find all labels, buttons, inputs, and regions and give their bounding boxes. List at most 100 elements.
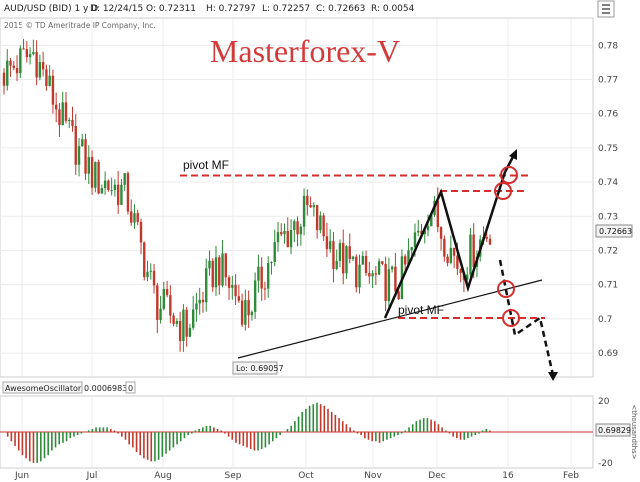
- candle: [152, 263, 156, 294]
- candle: [116, 171, 120, 214]
- candle: [270, 261, 273, 275]
- candle: [273, 229, 276, 267]
- watermark-title: Masterforex-V: [210, 33, 400, 69]
- candle: [355, 254, 358, 293]
- annotations-layer: pivot MF pivot MF Lo: 0.69057: [180, 149, 558, 381]
- x-tick-label: 16: [502, 471, 514, 481]
- candle: [58, 103, 61, 137]
- candle: [87, 145, 91, 185]
- date-label: D: 12/24/15: [90, 4, 143, 14]
- candle: [371, 270, 374, 288]
- x-tick-label: Nov: [364, 471, 382, 481]
- candle: [133, 204, 136, 229]
- candle: [348, 233, 351, 264]
- candle: [253, 272, 257, 319]
- candle: [107, 179, 110, 192]
- candle: [237, 284, 241, 303]
- candle: [15, 55, 19, 82]
- osc-badge-box: [595, 423, 631, 437]
- candle: [162, 281, 166, 311]
- osc-extra-label: 0: [128, 384, 133, 393]
- candle: [361, 251, 364, 265]
- high-label: H: 0.72797: [206, 4, 256, 14]
- bearish-scenario-path: [498, 259, 555, 376]
- ascending-trendline: [237, 279, 543, 359]
- osc-badge: 0.69829: [598, 426, 631, 435]
- candle: [178, 311, 182, 352]
- oscillator-header: AwesomeOscillator 0.0006983 0: [2, 381, 136, 394]
- candle: [224, 252, 227, 286]
- x-tick-label: Feb: [563, 471, 579, 481]
- breakdown-circle: [497, 280, 515, 298]
- y-tick-label: 0.7: [598, 315, 612, 325]
- candle: [81, 133, 84, 147]
- candle: [195, 292, 198, 322]
- close-label: C: 0.72663: [316, 4, 365, 14]
- candle: [309, 196, 312, 208]
- price-badge-box: [595, 224, 633, 238]
- y-tick-label: 0.73: [598, 212, 618, 222]
- candle: [280, 223, 283, 237]
- candle: [400, 249, 404, 300]
- candle: [381, 261, 384, 266]
- x-tick-label: Sep: [225, 471, 242, 481]
- candle: [368, 261, 371, 284]
- candle: [328, 229, 332, 253]
- target-circle-mid: [494, 182, 512, 200]
- candle: [211, 258, 214, 292]
- candle: [68, 117, 71, 129]
- symbol-label: AUD/USD (BID) 1 y D: [4, 4, 98, 14]
- candle: [100, 184, 104, 194]
- candle: [459, 268, 462, 283]
- candle: [322, 213, 325, 241]
- candle: [45, 64, 48, 91]
- candle: [126, 171, 130, 215]
- candle: [283, 223, 286, 244]
- candle: [342, 229, 345, 285]
- candle: [159, 295, 162, 324]
- candle: [293, 219, 296, 243]
- candle: [443, 235, 446, 262]
- candle: [436, 187, 440, 233]
- candle: [182, 304, 185, 352]
- candle: [185, 306, 188, 347]
- candle: [97, 159, 100, 195]
- candle: [218, 255, 221, 295]
- candle: [120, 179, 123, 206]
- candle: [19, 45, 22, 79]
- candle: [289, 219, 293, 255]
- candle: [84, 133, 87, 181]
- range-label: R: 0.0054: [371, 4, 415, 14]
- candle: [364, 250, 368, 276]
- y-tick-label: 0.76: [598, 110, 618, 120]
- candle: [240, 293, 244, 328]
- price-badge: 0.72663: [599, 227, 632, 236]
- candle: [35, 40, 38, 86]
- candle: [488, 234, 492, 246]
- support-circle: [502, 309, 520, 327]
- candle: [302, 188, 306, 236]
- candle: [54, 92, 58, 123]
- settings-icon[interactable]: [597, 0, 615, 18]
- low-label: L: 0.72257: [262, 4, 310, 14]
- y-tick-label: 0.69: [598, 349, 618, 359]
- open-label: O: 0.72311: [146, 4, 196, 14]
- candle: [351, 255, 355, 262]
- candle: [90, 150, 94, 195]
- osc-name-label: AwesomeOscillator: [5, 384, 82, 393]
- candle: [267, 256, 270, 298]
- candle: [244, 289, 247, 331]
- candle: [286, 217, 289, 248]
- candle: [417, 219, 420, 237]
- down-arrow-head: [548, 372, 558, 381]
- candle: [113, 179, 117, 197]
- candle: [377, 258, 381, 276]
- candle: [38, 54, 42, 81]
- y-tick-label: 0.78: [598, 41, 618, 51]
- osc-axis-unit: <thousandths>: [630, 404, 638, 459]
- up-arrow-head: [509, 149, 517, 160]
- candle: [51, 69, 55, 114]
- osc-name-box[interactable]: [2, 381, 83, 394]
